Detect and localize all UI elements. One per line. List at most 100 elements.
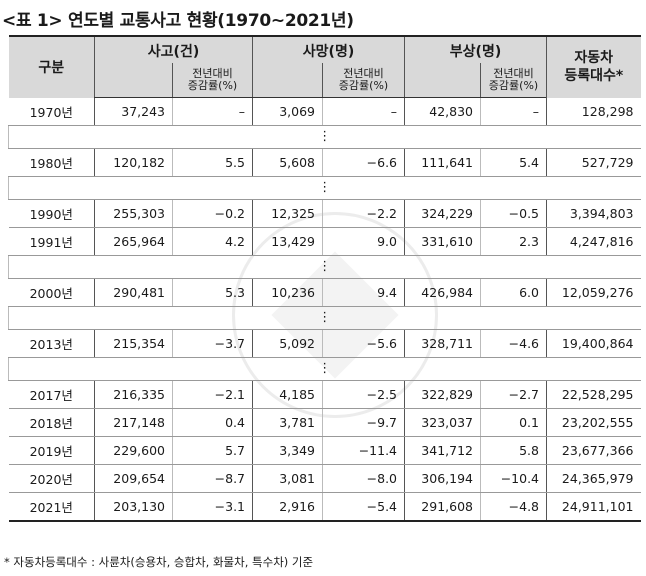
- accidents-cell: 216,335: [94, 380, 173, 409]
- ellipsis-row: ⋮: [8, 306, 641, 330]
- deaths-cell: 3,781: [252, 408, 323, 437]
- traffic-accident-table: 구분 사고(건) 사망(명) 부상(명) 자동차 등록대수* 전년대비 증감률(…: [8, 35, 641, 522]
- table-title: <표 1> 연도별 교통사고 현황(1970~2021년): [2, 11, 354, 31]
- table-row: 2000년 290,481 5.3 10,236 9.4 426,984 6.0…: [8, 278, 641, 307]
- deaths-cell: 5,608: [252, 148, 323, 177]
- header-injuries: 부상(명): [404, 35, 547, 63]
- accidents-rate-cell: −8.7: [172, 464, 253, 493]
- table-row: 2017년 216,335 −2.1 4,185 −2.5 322,829 −2…: [8, 380, 641, 409]
- header-vehicles-line1: 자동차: [574, 50, 614, 67]
- rate-label-line2: 증감률(%): [338, 78, 389, 92]
- accidents-cell: 265,964: [94, 227, 173, 256]
- accidents-rate-cell: −3.7: [172, 329, 253, 358]
- table-row: 2013년 215,354 −3.7 5,092 −5.6 328,711 −4…: [8, 329, 641, 358]
- injuries-rate-cell: −2.7: [480, 380, 547, 409]
- ellipsis-mark: ⋮: [8, 176, 641, 200]
- deaths-rate-cell: 9.4: [322, 278, 405, 307]
- deaths-rate-cell: –: [322, 97, 405, 126]
- injuries-rate-cell: 5.8: [480, 436, 547, 465]
- year-cell: 2000년: [8, 278, 95, 307]
- year-cell: 2013년: [8, 329, 95, 358]
- header-accidents-rate: 전년대비 증감률(%): [172, 63, 253, 98]
- injuries-rate-cell: −4.8: [480, 492, 547, 522]
- ellipsis-row: ⋮: [8, 176, 641, 200]
- vehicles-cell: 128,298: [546, 97, 641, 126]
- injuries-rate-cell: –: [480, 97, 547, 126]
- accidents-cell: 209,654: [94, 464, 173, 493]
- rate-label-line1: 전년대비: [343, 66, 384, 80]
- year-cell: 1980년: [8, 148, 95, 177]
- accidents-rate-cell: 0.4: [172, 408, 253, 437]
- injuries-cell: 291,608: [404, 492, 481, 522]
- ellipsis-row: ⋮: [8, 125, 641, 149]
- accidents-cell: 215,354: [94, 329, 173, 358]
- table-row: 1990년 255,303 −0.2 12,325 −2.2 324,229 −…: [8, 199, 641, 228]
- deaths-cell: 3,081: [252, 464, 323, 493]
- ellipsis-row: ⋮: [8, 255, 641, 279]
- accidents-rate-cell: 5.5: [172, 148, 253, 177]
- injuries-rate-cell: 2.3: [480, 227, 547, 256]
- header-accidents: 사고(건): [94, 35, 253, 63]
- year-cell: 2019년: [8, 436, 95, 465]
- deaths-rate-cell: −2.2: [322, 199, 405, 228]
- year-cell: 2020년: [8, 464, 95, 493]
- injuries-cell: 426,984: [404, 278, 481, 307]
- header-accidents-count-spacer: [94, 63, 173, 98]
- deaths-rate-cell: −5.4: [322, 492, 405, 522]
- injuries-rate-cell: −4.6: [480, 329, 547, 358]
- deaths-rate-cell: −8.0: [322, 464, 405, 493]
- injuries-rate-cell: 0.1: [480, 408, 547, 437]
- vehicles-cell: 3,394,803: [546, 199, 641, 228]
- year-cell: 2021년: [8, 492, 95, 522]
- table-row: 1980년 120,182 5.5 5,608 −6.6 111,641 5.4…: [8, 148, 641, 177]
- ellipsis-mark: ⋮: [8, 255, 641, 279]
- year-cell: 1990년: [8, 199, 95, 228]
- injuries-cell: 324,229: [404, 199, 481, 228]
- vehicles-cell: 4,247,816: [546, 227, 641, 256]
- deaths-cell: 5,092: [252, 329, 323, 358]
- injuries-cell: 111,641: [404, 148, 481, 177]
- injuries-cell: 306,194: [404, 464, 481, 493]
- deaths-cell: 13,429: [252, 227, 323, 256]
- deaths-rate-cell: −2.5: [322, 380, 405, 409]
- deaths-cell: 2,916: [252, 492, 323, 522]
- vehicles-cell: 23,202,555: [546, 408, 641, 437]
- injuries-cell: 331,610: [404, 227, 481, 256]
- accidents-rate-cell: −2.1: [172, 380, 253, 409]
- deaths-cell: 3,069: [252, 97, 323, 126]
- accidents-rate-cell: −3.1: [172, 492, 253, 522]
- injuries-cell: 341,712: [404, 436, 481, 465]
- header-deaths-count-spacer: [252, 63, 323, 98]
- header-deaths: 사망(명): [252, 35, 405, 63]
- rate-label-line2: 증감률(%): [187, 78, 238, 92]
- rate-label-line2: 증감률(%): [488, 78, 539, 92]
- vehicles-cell: 19,400,864: [546, 329, 641, 358]
- vehicles-cell: 24,911,101: [546, 492, 641, 522]
- accidents-cell: 203,130: [94, 492, 173, 522]
- rate-label-line1: 전년대비: [493, 66, 534, 80]
- injuries-rate-cell: −10.4: [480, 464, 547, 493]
- injuries-cell: 323,037: [404, 408, 481, 437]
- injuries-cell: 328,711: [404, 329, 481, 358]
- vehicles-cell: 24,365,979: [546, 464, 641, 493]
- deaths-rate-cell: 9.0: [322, 227, 405, 256]
- deaths-cell: 12,325: [252, 199, 323, 228]
- ellipsis-row: ⋮: [8, 357, 641, 381]
- header-injuries-count-spacer: [404, 63, 481, 98]
- vehicles-cell: 23,677,366: [546, 436, 641, 465]
- deaths-rate-cell: −5.6: [322, 329, 405, 358]
- table-row: 1991년 265,964 4.2 13,429 9.0 331,610 2.3…: [8, 227, 641, 256]
- accidents-cell: 229,600: [94, 436, 173, 465]
- header-vehicles-line2: 등록대수*: [564, 68, 624, 85]
- accidents-rate-cell: 5.7: [172, 436, 253, 465]
- year-cell: 1991년: [8, 227, 95, 256]
- table-row: 2019년 229,600 5.7 3,349 −11.4 341,712 5.…: [8, 436, 641, 465]
- table-row: 2021년 203,130 −3.1 2,916 −5.4 291,608 −4…: [8, 492, 641, 522]
- accidents-rate-cell: −0.2: [172, 199, 253, 228]
- deaths-rate-cell: −9.7: [322, 408, 405, 437]
- ellipsis-mark: ⋮: [8, 125, 641, 149]
- vehicles-cell: 12,059,276: [546, 278, 641, 307]
- injuries-cell: 42,830: [404, 97, 481, 126]
- table-row: 1970년 37,243 – 3,069 – 42,830 – 128,298: [8, 97, 641, 126]
- injuries-cell: 322,829: [404, 380, 481, 409]
